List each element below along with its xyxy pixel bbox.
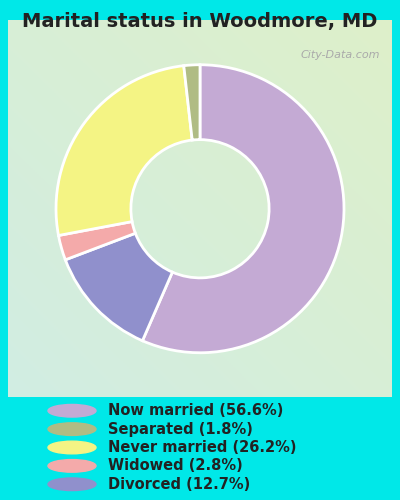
Text: Widowed (2.8%): Widowed (2.8%) xyxy=(108,458,243,473)
Wedge shape xyxy=(58,222,135,260)
Wedge shape xyxy=(65,234,172,341)
Wedge shape xyxy=(142,64,344,352)
Text: City-Data.com: City-Data.com xyxy=(301,50,380,60)
Text: Now married (56.6%): Now married (56.6%) xyxy=(108,403,283,418)
Text: Separated (1.8%): Separated (1.8%) xyxy=(108,422,253,436)
Circle shape xyxy=(48,460,96,472)
Text: Divorced (12.7%): Divorced (12.7%) xyxy=(108,477,250,492)
Circle shape xyxy=(48,441,96,454)
Wedge shape xyxy=(184,64,200,140)
Circle shape xyxy=(48,404,96,417)
Wedge shape xyxy=(56,66,192,235)
Circle shape xyxy=(48,423,96,436)
Text: Never married (26.2%): Never married (26.2%) xyxy=(108,440,296,455)
Circle shape xyxy=(48,478,96,490)
Text: Marital status in Woodmore, MD: Marital status in Woodmore, MD xyxy=(22,12,378,32)
